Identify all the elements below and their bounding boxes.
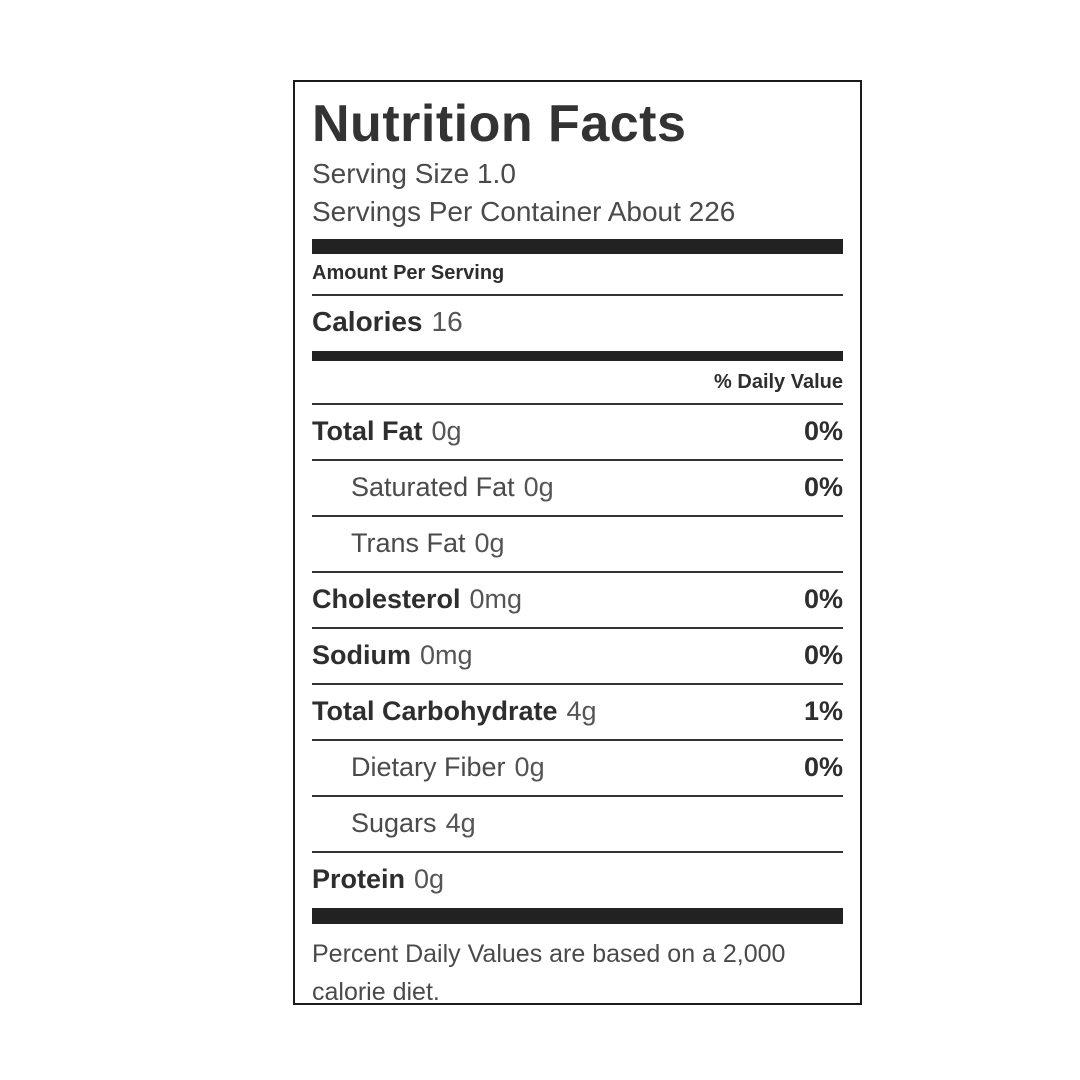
nutrient-row-sodium: Sodium 0mg 0% — [312, 629, 843, 685]
nutrient-name: Cholesterol — [312, 584, 461, 614]
nutrient-amount: 0g — [474, 528, 505, 558]
thick-divider-top — [312, 239, 843, 254]
nutrient-row-sugars: Sugars 4g — [312, 797, 843, 853]
amount-per-serving-header: Amount Per Serving — [312, 254, 843, 296]
nutrient-name: Sugars — [351, 808, 437, 838]
nutrient-name: Sodium — [312, 640, 411, 670]
daily-values-footnote: Percent Daily Values are based on a 2,00… — [312, 940, 786, 1005]
nutrient-text: Cholesterol 0mg — [312, 584, 522, 615]
calories-label: Calories — [312, 306, 423, 337]
servings-per-container-line: Servings Per Container About 226 — [312, 196, 736, 227]
nutrient-name: Saturated Fat — [351, 472, 515, 502]
nutrient-daily-value: 0% — [803, 416, 843, 446]
nutrition-facts-label: Nutrition Facts Serving Size 1.0 Serving… — [293, 80, 862, 1005]
nutrient-amount: 0g — [514, 752, 545, 782]
nutrient-row-trans-fat: Trans Fat 0g — [312, 517, 843, 573]
serving-size-line: Serving Size 1.0 — [312, 158, 516, 189]
thick-divider-bottom — [312, 908, 843, 924]
nutrient-text: Dietary Fiber 0g — [351, 752, 545, 783]
nutrient-amount: 0g — [523, 472, 554, 502]
nutrient-text: Saturated Fat 0g — [351, 472, 554, 503]
nutrient-text: Sugars 4g — [351, 808, 476, 839]
nutrient-name: Protein — [312, 864, 406, 894]
nutrient-amount: 0mg — [420, 640, 473, 670]
nutrient-row-saturated-fat: Saturated Fat 0g 0% — [312, 461, 843, 517]
nutrient-name: Total Fat — [312, 416, 423, 446]
nutrient-daily-value: 1% — [803, 696, 843, 726]
nutrient-row-total-fat: Total Fat 0g 0% — [312, 405, 843, 461]
nutrient-text: Trans Fat 0g — [351, 528, 505, 559]
nutrient-amount: 0mg — [469, 584, 523, 614]
calories-row: Calories 16 — [312, 296, 843, 351]
nutrient-row-dietary-fiber: Dietary Fiber 0g 0% — [312, 741, 843, 797]
nutrient-row-protein: Protein 0g — [312, 853, 843, 907]
nutrient-text: Sodium 0mg — [312, 640, 473, 671]
nutrient-amount: 4g — [566, 696, 597, 726]
nutrient-name: Trans Fat — [351, 528, 466, 558]
calories-value: 16 — [431, 306, 463, 337]
thick-divider-middle — [312, 351, 843, 361]
nutrient-text: Total Fat 0g — [312, 416, 462, 447]
nutrient-daily-value: 0% — [803, 640, 843, 670]
nutrient-amount: 0g — [414, 864, 445, 894]
nutrient-text: Total Carbohydrate 4g — [312, 696, 597, 727]
nutrient-name: Dietary Fiber — [351, 752, 506, 782]
label-title: Nutrition Facts — [312, 95, 687, 153]
nutrient-amount: 0g — [431, 416, 462, 446]
nutrient-row-total-carbohydrate: Total Carbohydrate 4g 1% — [312, 685, 843, 741]
nutrient-row-cholesterol: Cholesterol 0mg 0% — [312, 573, 843, 629]
nutrient-name: Total Carbohydrate — [312, 696, 558, 726]
nutrient-amount: 4g — [445, 808, 476, 838]
nutrient-daily-value: 0% — [803, 584, 843, 614]
nutrient-text: Protein 0g — [312, 864, 444, 895]
nutrient-daily-value: 0% — [803, 472, 843, 502]
daily-value-header: % Daily Value — [312, 361, 843, 405]
nutrient-daily-value: 0% — [803, 752, 843, 782]
